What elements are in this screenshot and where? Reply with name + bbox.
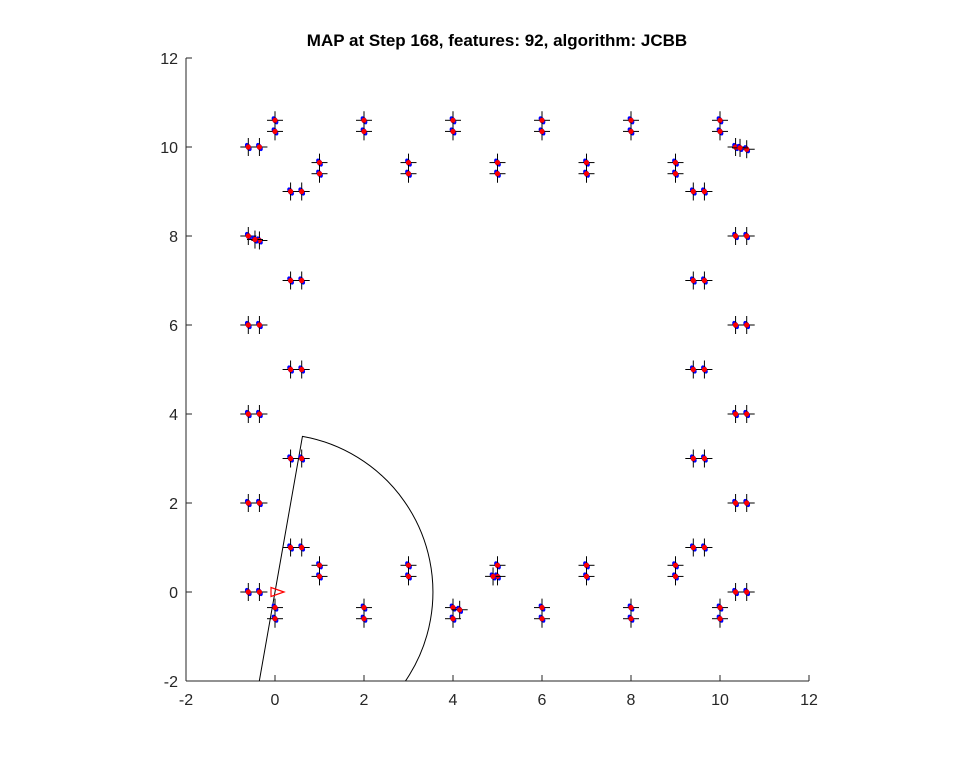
feature-point <box>356 111 372 130</box>
feature-point <box>489 164 506 183</box>
y-tick-label: 0 <box>169 585 178 602</box>
feature-point <box>727 583 744 601</box>
feature-point <box>732 138 749 157</box>
feature-point <box>445 122 461 141</box>
feature-point <box>282 182 299 201</box>
feature-point <box>293 538 310 557</box>
x-tick-label: 10 <box>711 692 729 709</box>
feature-point <box>685 538 702 557</box>
feature-point <box>240 405 257 423</box>
y-tick-label: 10 <box>160 140 178 157</box>
feature-point <box>240 138 257 156</box>
features <box>240 111 755 628</box>
feature-point <box>293 449 310 468</box>
feature-point <box>696 449 713 468</box>
robot-triangle <box>270 586 286 598</box>
feature-point <box>727 316 744 334</box>
feature-point <box>356 122 372 141</box>
feature-point <box>400 164 417 183</box>
feature-point <box>311 153 328 172</box>
feature-point <box>293 182 310 201</box>
feature-point <box>251 316 268 334</box>
feature-point <box>696 538 713 557</box>
y-tick-label: 6 <box>169 318 178 335</box>
axes: -2 0 2 4 6 8 10 12 -2 0 2 4 6 8 10 12 <box>160 51 818 709</box>
feature-point <box>400 556 417 575</box>
x-tick-label: 12 <box>800 692 818 709</box>
feature-point <box>578 153 595 172</box>
feature-point <box>578 556 595 575</box>
feature-point <box>623 609 639 628</box>
feature-point <box>712 609 728 628</box>
feature-point <box>578 164 595 183</box>
feature-point <box>534 609 550 628</box>
y-tick-label: 12 <box>160 51 178 68</box>
feature-point <box>738 227 755 245</box>
feature-point <box>727 405 744 423</box>
feature-point <box>738 316 755 334</box>
feature-point <box>445 609 461 628</box>
feature-point <box>251 494 268 512</box>
feature-point <box>311 164 328 183</box>
feature-point <box>251 405 268 423</box>
feature-point <box>685 271 702 290</box>
feature-point <box>246 230 263 249</box>
feature-point <box>293 271 310 290</box>
feature-point <box>240 316 257 334</box>
feature-point <box>267 609 283 628</box>
feature-point <box>667 567 684 586</box>
robot <box>270 586 286 598</box>
sensor-range-arc <box>258 435 434 681</box>
feature-point <box>623 122 639 141</box>
feature-point <box>696 271 713 290</box>
feature-point <box>685 449 702 468</box>
feature-point <box>451 600 468 619</box>
feature-point <box>251 583 268 601</box>
x-tick-label: 6 <box>538 692 547 709</box>
feature-point <box>696 360 713 379</box>
feature-point <box>667 164 684 183</box>
y-tick-label: 8 <box>169 229 178 246</box>
y-tick-label: 2 <box>169 496 178 513</box>
feature-point <box>311 567 328 586</box>
feature-point <box>267 598 283 617</box>
feature-point <box>445 598 461 617</box>
feature-point <box>400 153 417 172</box>
feature-point <box>727 494 744 512</box>
x-tick-label: 8 <box>627 692 636 709</box>
feature-point <box>534 122 550 141</box>
feature-point <box>738 494 755 512</box>
y-tick-label: -2 <box>164 674 178 691</box>
feature-point <box>293 360 310 379</box>
feature-point <box>400 567 417 586</box>
feature-point <box>489 556 506 575</box>
feature-point <box>696 182 713 201</box>
y-tick-label: 4 <box>169 407 178 424</box>
feature-point <box>485 567 502 586</box>
feature-point <box>489 153 506 172</box>
feature-point <box>738 583 755 601</box>
x-tick-label: -2 <box>179 692 193 709</box>
feature-point <box>240 583 257 601</box>
feature-point <box>356 609 372 628</box>
chart-title: MAP at Step 168, features: 92, algorithm… <box>307 31 687 50</box>
x-tick-label: 4 <box>449 692 458 709</box>
sensor-range <box>258 435 434 681</box>
feature-point <box>267 122 283 141</box>
feature-point <box>578 567 595 586</box>
feature-point <box>251 138 268 156</box>
feature-point <box>445 111 461 130</box>
feature-point <box>712 122 728 141</box>
feature-point <box>240 227 257 245</box>
x-tick-label: 2 <box>360 692 369 709</box>
x-tick-label: 0 <box>271 692 280 709</box>
feature-point <box>738 405 755 423</box>
